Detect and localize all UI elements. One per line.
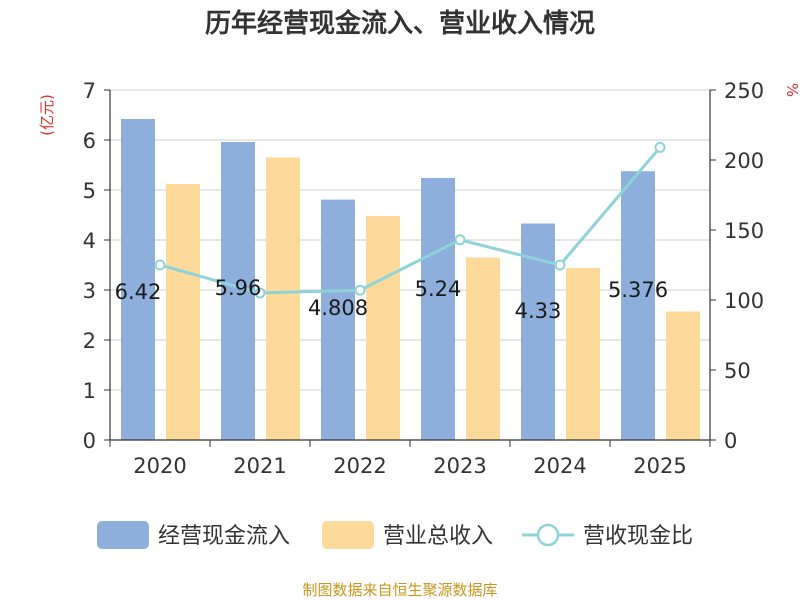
bar bbox=[266, 157, 300, 440]
legend-marker-ratio bbox=[536, 523, 560, 547]
y-right-tick-label: 0 bbox=[724, 429, 737, 453]
y-left-tick-label: 4 bbox=[83, 229, 96, 253]
bar bbox=[366, 216, 400, 440]
data-label: 6.42 bbox=[115, 280, 162, 304]
ratio-line bbox=[154, 141, 666, 299]
y-left-tick-label: 6 bbox=[83, 129, 96, 153]
x-tick-label: 2023 bbox=[433, 454, 486, 478]
ratio-point bbox=[554, 259, 566, 271]
ratio-line-path bbox=[159, 146, 662, 295]
y-left-tick-label: 1 bbox=[83, 379, 96, 403]
ratio-point bbox=[354, 284, 366, 296]
y-left-tick-label: 3 bbox=[83, 279, 96, 303]
y-left-tick-label: 0 bbox=[83, 429, 96, 453]
x-tick-label: 2024 bbox=[533, 454, 586, 478]
y-left-unit: (亿元) bbox=[38, 94, 56, 136]
data-label: 4.33 bbox=[515, 299, 562, 323]
bar bbox=[166, 184, 200, 440]
axes: 0 1 2 3 4 5 6 7 0 50 100 150 200 250 2020 2021 2022 2023 2… bbox=[83, 79, 764, 478]
ratio-point bbox=[654, 141, 666, 153]
legend: 经营现金流入 营业总收入 营收现金比 bbox=[97, 521, 693, 549]
source-note: 制图数据来自恒生聚源数据库 bbox=[302, 581, 497, 599]
y-left-tick-label: 7 bbox=[83, 79, 96, 103]
bar bbox=[666, 311, 700, 440]
y-right-unit: % bbox=[783, 83, 800, 97]
y-right-tick-label: 200 bbox=[724, 149, 764, 173]
x-tick-label: 2020 bbox=[133, 454, 186, 478]
ratio-point bbox=[254, 287, 266, 299]
data-label: 5.24 bbox=[415, 277, 462, 301]
bar bbox=[421, 178, 455, 440]
gridlines bbox=[110, 89, 710, 391]
x-tick-label: 2025 bbox=[633, 454, 686, 478]
x-tick-label: 2022 bbox=[333, 454, 386, 478]
y-right-tick-label: 100 bbox=[724, 289, 764, 313]
legend-swatch-cash-inflow bbox=[97, 521, 149, 549]
bar bbox=[321, 199, 355, 440]
bar bbox=[621, 171, 655, 440]
y-right-tick-label: 150 bbox=[724, 219, 764, 243]
y-right-tick-label: 50 bbox=[724, 359, 751, 383]
legend-label-cash-inflow: 经营现金流入 bbox=[158, 524, 290, 549]
legend-label-ratio: 营收现金比 bbox=[583, 524, 693, 549]
y-right-tick-label: 250 bbox=[724, 79, 764, 103]
ratio-point bbox=[454, 234, 466, 246]
legend-label-revenue: 营业总收入 bbox=[383, 524, 493, 549]
data-label: 5.96 bbox=[215, 276, 262, 300]
bar bbox=[466, 257, 500, 440]
data-labels: 6.42 5.96 4.808 5.24 4.33 5.376 bbox=[115, 276, 668, 323]
y-left-tick-label: 2 bbox=[83, 329, 96, 353]
bar bbox=[566, 268, 600, 440]
ratio-point bbox=[154, 259, 166, 271]
chart-title: 历年经营现金流入、营业收入情况 bbox=[205, 8, 595, 39]
data-label: 5.376 bbox=[608, 278, 668, 302]
data-label: 4.808 bbox=[308, 296, 368, 320]
bar bbox=[121, 119, 155, 440]
y-left-tick-label: 5 bbox=[83, 179, 96, 203]
legend-swatch-revenue bbox=[322, 521, 374, 549]
x-tick-label: 2021 bbox=[233, 454, 286, 478]
